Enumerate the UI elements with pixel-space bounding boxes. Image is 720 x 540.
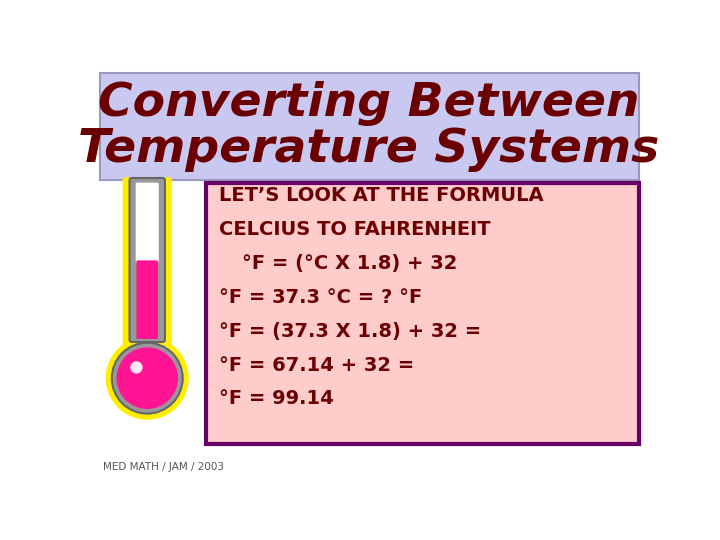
Circle shape: [106, 336, 189, 420]
FancyBboxPatch shape: [130, 178, 165, 342]
Text: MED MATH / JAM / 2003: MED MATH / JAM / 2003: [102, 462, 224, 472]
Circle shape: [130, 361, 143, 374]
Text: Temperature Systems: Temperature Systems: [78, 127, 660, 172]
Text: LET’S LOOK AT THE FORMULA: LET’S LOOK AT THE FORMULA: [219, 186, 544, 205]
Text: °F = 37.3 °C = ? °F: °F = 37.3 °C = ? °F: [219, 288, 422, 307]
Text: °F = 99.14: °F = 99.14: [219, 389, 333, 408]
Text: °F = (°C X 1.8) + 32: °F = (°C X 1.8) + 32: [242, 254, 457, 273]
FancyBboxPatch shape: [122, 177, 172, 349]
Text: °F = 67.14 + 32 =: °F = 67.14 + 32 =: [219, 356, 414, 375]
Circle shape: [117, 347, 178, 409]
Text: CELCIUS TO FAHRENHEIT: CELCIUS TO FAHRENHEIT: [219, 220, 490, 239]
FancyBboxPatch shape: [135, 183, 159, 262]
FancyBboxPatch shape: [206, 184, 639, 444]
Circle shape: [112, 343, 183, 414]
Text: °F = (37.3 X 1.8) + 32 =: °F = (37.3 X 1.8) + 32 =: [219, 322, 481, 341]
FancyBboxPatch shape: [137, 260, 158, 339]
FancyBboxPatch shape: [99, 72, 639, 180]
Text: Converting Between: Converting Between: [98, 81, 640, 126]
